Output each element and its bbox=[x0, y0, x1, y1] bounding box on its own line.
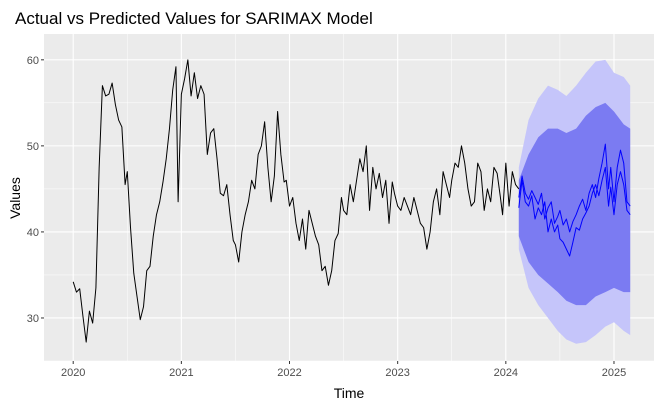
x-axis-title: Time bbox=[334, 385, 365, 401]
series-line-2 bbox=[518, 166, 631, 257]
x-tick-label: 2022 bbox=[277, 367, 301, 379]
y-axis: 30 40 50 60 bbox=[27, 55, 44, 325]
x-tick-label: 2025 bbox=[602, 367, 626, 379]
x-tick-label: 2020 bbox=[61, 367, 85, 379]
series-lines bbox=[72, 59, 631, 343]
x-tick-label: 2021 bbox=[169, 367, 193, 379]
confidence-bands bbox=[518, 59, 631, 344]
series-line-1 bbox=[518, 143, 631, 233]
x-axis: 2020 2021 2022 2023 2024 2025 bbox=[61, 361, 626, 379]
chart-title: Actual vs Predicted Values for SARIMAX M… bbox=[15, 9, 373, 28]
y-tick-label: 40 bbox=[27, 227, 39, 239]
series-line-0 bbox=[72, 59, 520, 343]
y-axis-title: Values bbox=[7, 177, 23, 219]
x-tick-label: 2024 bbox=[494, 367, 518, 379]
y-tick-label: 60 bbox=[27, 55, 39, 67]
y-tick-label: 30 bbox=[27, 313, 39, 325]
y-tick-label: 50 bbox=[27, 141, 39, 153]
band-80 bbox=[518, 102, 631, 306]
x-tick-label: 2023 bbox=[385, 367, 409, 379]
